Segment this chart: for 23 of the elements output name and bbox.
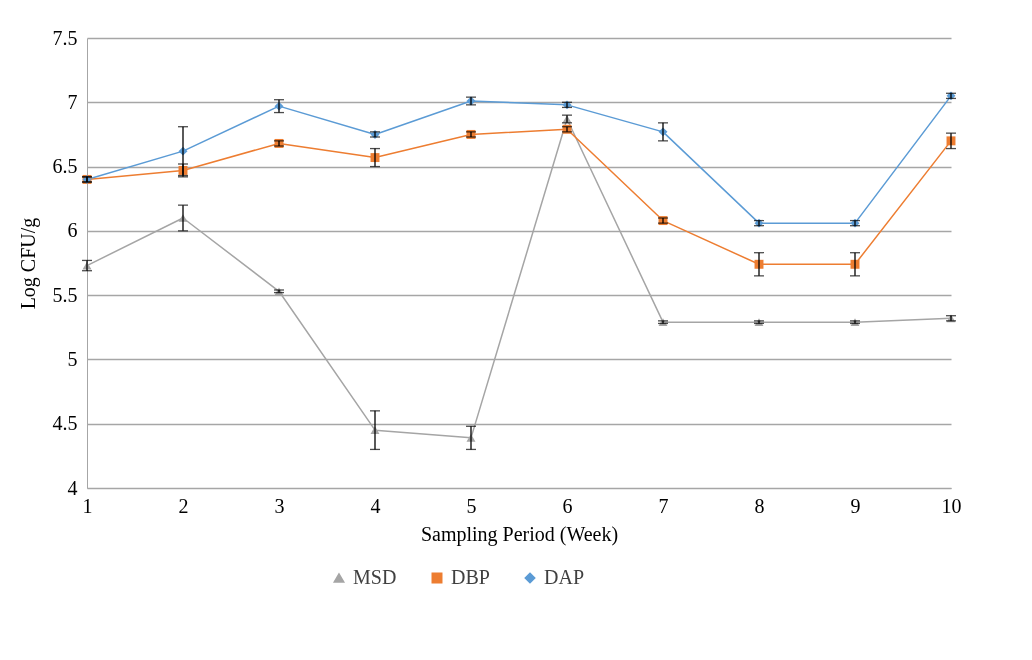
x-axis-title: Sampling Period (Week) xyxy=(420,522,619,546)
y-tick-label: 7 xyxy=(67,90,78,113)
legend-label: DBP xyxy=(451,566,490,588)
x-tick-label: 8 xyxy=(754,494,765,517)
x-tick-label: 10 xyxy=(941,494,962,517)
y-tick-label: 6.5 xyxy=(52,155,78,178)
y-tick-label: 5.5 xyxy=(52,283,78,306)
y-tick-label: 5 xyxy=(67,347,78,370)
legend-label: DAP xyxy=(544,566,585,588)
x-tick-label: 5 xyxy=(466,494,477,517)
x-tick-label: 1 xyxy=(82,494,93,517)
y-tick-label: 4 xyxy=(67,476,78,499)
y-tick-label: 4.5 xyxy=(52,412,78,435)
y-tick-label: 7.5 xyxy=(52,26,78,49)
x-tick-label: 7 xyxy=(658,494,669,517)
x-tick-label: 2 xyxy=(178,494,189,517)
legend-label: MSD xyxy=(353,566,397,588)
y-axis-title: Log CFU/g xyxy=(16,217,40,310)
y-tick-label: 6 xyxy=(67,219,78,242)
x-tick-label: 6 xyxy=(562,494,573,517)
x-tick-label: 3 xyxy=(274,494,285,517)
x-tick-label: 4 xyxy=(370,494,381,517)
x-tick-label: 9 xyxy=(850,494,861,517)
